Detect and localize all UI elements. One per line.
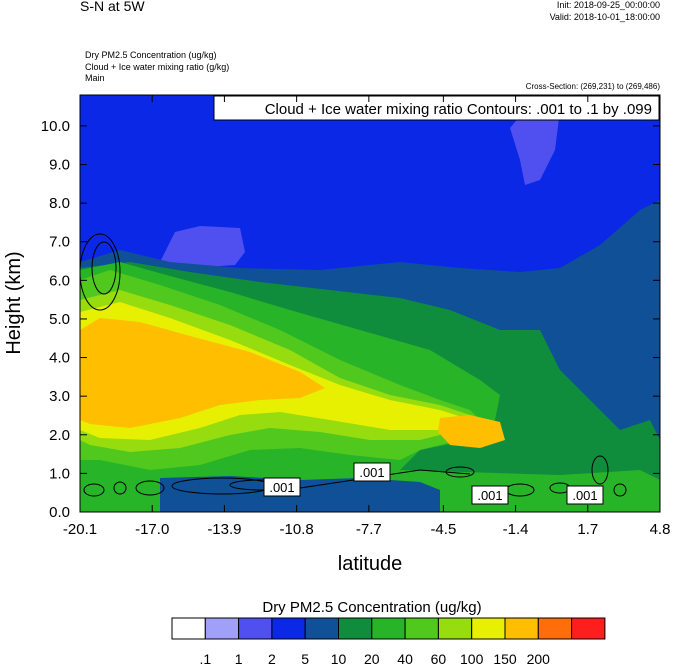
colorbar-swatch	[304, 617, 340, 640]
y-axis: 0.0 1.0 2.0 3.0 4.0 5.0 6.0 7.0 8.0 9.0 10.0	[41, 118, 660, 521]
field-fill-peak	[80, 318, 325, 428]
y-tick-label: 6.0	[49, 272, 70, 289]
colorbar-level-label: 200	[527, 651, 551, 667]
y-tick-label: 3.0	[49, 388, 70, 405]
valid-time: Valid: 2018-10-01_18:00:00	[549, 12, 660, 22]
colorbar-swatch	[238, 617, 273, 640]
colorbar-level-label: 20	[364, 651, 380, 667]
field-fill-low-patch-2	[510, 110, 560, 185]
x-axis-title: latitude	[338, 553, 403, 575]
field-name-cloud: Cloud + Ice water mixing ratio (g/kg)	[85, 62, 230, 72]
y-tick-label: 4.0	[49, 350, 70, 367]
colorbar-level-label: 150	[493, 651, 517, 667]
y-tick-label: 2.0	[49, 427, 70, 444]
contour-info-box	[213, 95, 660, 121]
y-tick-label: 8.0	[49, 195, 70, 212]
colorbar-swatch	[571, 617, 606, 640]
field-name-pm25: Dry PM2.5 Concentration (ug/kg)	[85, 50, 217, 60]
colorbar-swatch	[271, 617, 306, 640]
colorbar-swatch	[537, 617, 573, 640]
colorbar-swatch	[371, 617, 406, 640]
init-time: Init: 2018-09-25_00:00:00	[556, 0, 660, 10]
y-tick-label: 10.0	[41, 118, 70, 135]
y-axis-title: Height (km)	[3, 251, 25, 354]
contour-info-text: Cloud + Ice water mixing ratio Contours:…	[265, 101, 652, 118]
field-fill-peak-2	[438, 415, 505, 448]
colorbar-swatch	[471, 617, 506, 640]
y-tick-label: 9.0	[49, 157, 70, 174]
colorbar-level-label: 60	[431, 651, 447, 667]
colorbar: .1 1 2 5 10 20 40 60 100 150 200	[171, 617, 606, 667]
page-title: S-N at 5W	[80, 0, 145, 14]
colorbar-swatch	[204, 617, 240, 640]
x-tick-label: 1.7	[577, 521, 598, 538]
contour-label-4: .001	[572, 488, 597, 503]
cross-section-label: Cross-Section: (269,231) to (269,486)	[525, 82, 660, 91]
colorbar-level-label: 40	[397, 651, 413, 667]
colorbar-level-label: .1	[199, 651, 211, 667]
colorbar-level-label: 100	[460, 651, 484, 667]
contour-label-3: .001	[477, 488, 502, 503]
contour-labels: .001 .001 .001 .001	[263, 462, 604, 505]
field-fill-low-patch	[160, 226, 245, 268]
colorbar-level-label: 1	[235, 651, 243, 667]
x-tick-label: -17.0	[135, 521, 169, 538]
colorbar-title: Dry PM2.5 Concentration (ug/kg)	[262, 599, 481, 616]
x-tick-label: -10.8	[280, 521, 314, 538]
colorbar-swatch	[404, 617, 439, 640]
y-tick-label: 1.0	[49, 465, 70, 482]
x-tick-label: -20.1	[63, 521, 97, 538]
x-axis: -20.1 -17.0 -13.9 -10.8 -7.7 -4.5 -1.4 1.7 4.8	[63, 95, 671, 538]
x-tick-label: -1.4	[503, 521, 529, 538]
colorbar-swatch	[437, 617, 473, 640]
y-tick-label: 5.0	[49, 311, 70, 328]
colorbar-swatch	[171, 617, 206, 640]
colorbar-level-label: 10	[331, 651, 347, 667]
colorbar-level-label: 5	[301, 651, 309, 667]
x-tick-label: -7.7	[356, 521, 382, 538]
y-tick-label: 0.0	[49, 504, 70, 521]
colorbar-swatch	[504, 617, 539, 640]
concentration-field	[80, 95, 660, 512]
contour-label-1: .001	[269, 480, 294, 495]
colorbar-swatch	[338, 617, 373, 640]
colorbar-level-label: 2	[268, 651, 276, 667]
x-tick-label: -13.9	[207, 521, 241, 538]
y-tick-label: 7.0	[49, 234, 70, 251]
field-name-main: Main	[85, 73, 105, 83]
x-tick-label: 4.8	[650, 521, 671, 538]
plot-frame	[79, 94, 661, 513]
contour-label-2: .001	[359, 465, 384, 480]
x-tick-label: -4.5	[430, 521, 456, 538]
